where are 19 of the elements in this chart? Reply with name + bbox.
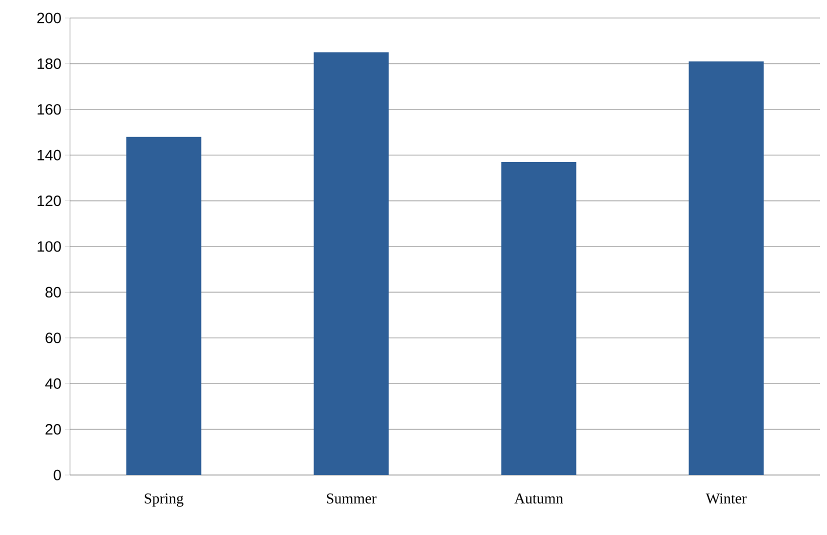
y-tick-label: 20 xyxy=(46,424,61,435)
y-tick-label: 60 xyxy=(46,332,61,344)
bar xyxy=(126,136,202,475)
x-tick-label: Autumn xyxy=(514,494,564,504)
x-tick-label: Summer xyxy=(326,494,376,504)
y-tick-label: 0 xyxy=(54,470,61,480)
y-tick-label: 120 xyxy=(38,196,61,206)
x-tick-label: Winter xyxy=(706,494,747,504)
y-tick-label: 140 xyxy=(38,150,61,160)
bar xyxy=(501,162,576,475)
y-tick-label: 100 xyxy=(38,241,61,252)
y-tick-label: 200 xyxy=(37,12,61,24)
y-tick-label: 40 xyxy=(45,378,61,389)
y-tick-label: 80 xyxy=(46,286,61,298)
y-tick-label: 180 xyxy=(38,58,61,69)
bar xyxy=(688,61,764,475)
x-tick-label: Spring xyxy=(144,494,184,507)
y-tick-label: 160 xyxy=(38,104,61,115)
bar xyxy=(314,52,389,475)
